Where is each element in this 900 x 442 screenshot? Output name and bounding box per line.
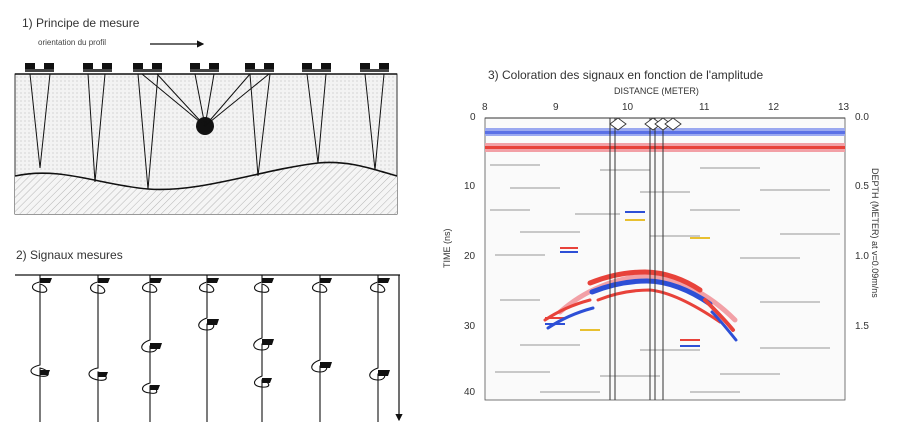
left-tick-label: 30: [464, 321, 476, 332]
left-tick-label: 10: [464, 181, 476, 192]
left-tick-label: 20: [464, 251, 476, 262]
top-tick-label: 11: [699, 102, 710, 113]
lower-layer: [15, 162, 397, 214]
red-band-core: [485, 146, 845, 149]
top-tick-label: 12: [768, 102, 780, 113]
left-tick-label: 0: [470, 112, 476, 123]
right-tick-label: 0.5: [855, 181, 869, 192]
panel3-title: 3) Coloration des signaux en fonction de…: [488, 68, 764, 82]
right-tick-label: 1.5: [855, 321, 869, 332]
principle-diagram: [14, 40, 398, 215]
ray-paths: [29, 73, 385, 190]
layer-interface: [14, 161, 398, 191]
distance-axis-label: DISTANCE (METER): [614, 86, 699, 96]
blue-band-core: [485, 131, 845, 134]
color-specks: [545, 211, 710, 347]
panel1-title: 1) Principe de mesure: [22, 16, 140, 30]
top-tick-label: 8: [482, 102, 488, 113]
measured-signals: [15, 274, 403, 422]
signal-traces: [30, 275, 386, 422]
right-tick-label: 1.0: [855, 251, 869, 262]
top-tick-label: 10: [622, 102, 634, 113]
left-tick-label: 40: [464, 387, 476, 398]
gray-noise: [490, 164, 840, 393]
vertical-traces: [609, 118, 664, 400]
panel2-title: 2) Signaux mesures: [16, 248, 123, 262]
orientation-label: orientation du profil: [38, 38, 107, 47]
antennas: [25, 63, 389, 72]
right-tick-label: 0.0: [855, 112, 869, 123]
top-tick-label: 13: [838, 102, 850, 113]
signal-peaks: [40, 278, 390, 390]
hyperbola: [543, 269, 738, 342]
trace-markers: [609, 117, 682, 131]
top-tick-label: 9: [553, 102, 559, 113]
